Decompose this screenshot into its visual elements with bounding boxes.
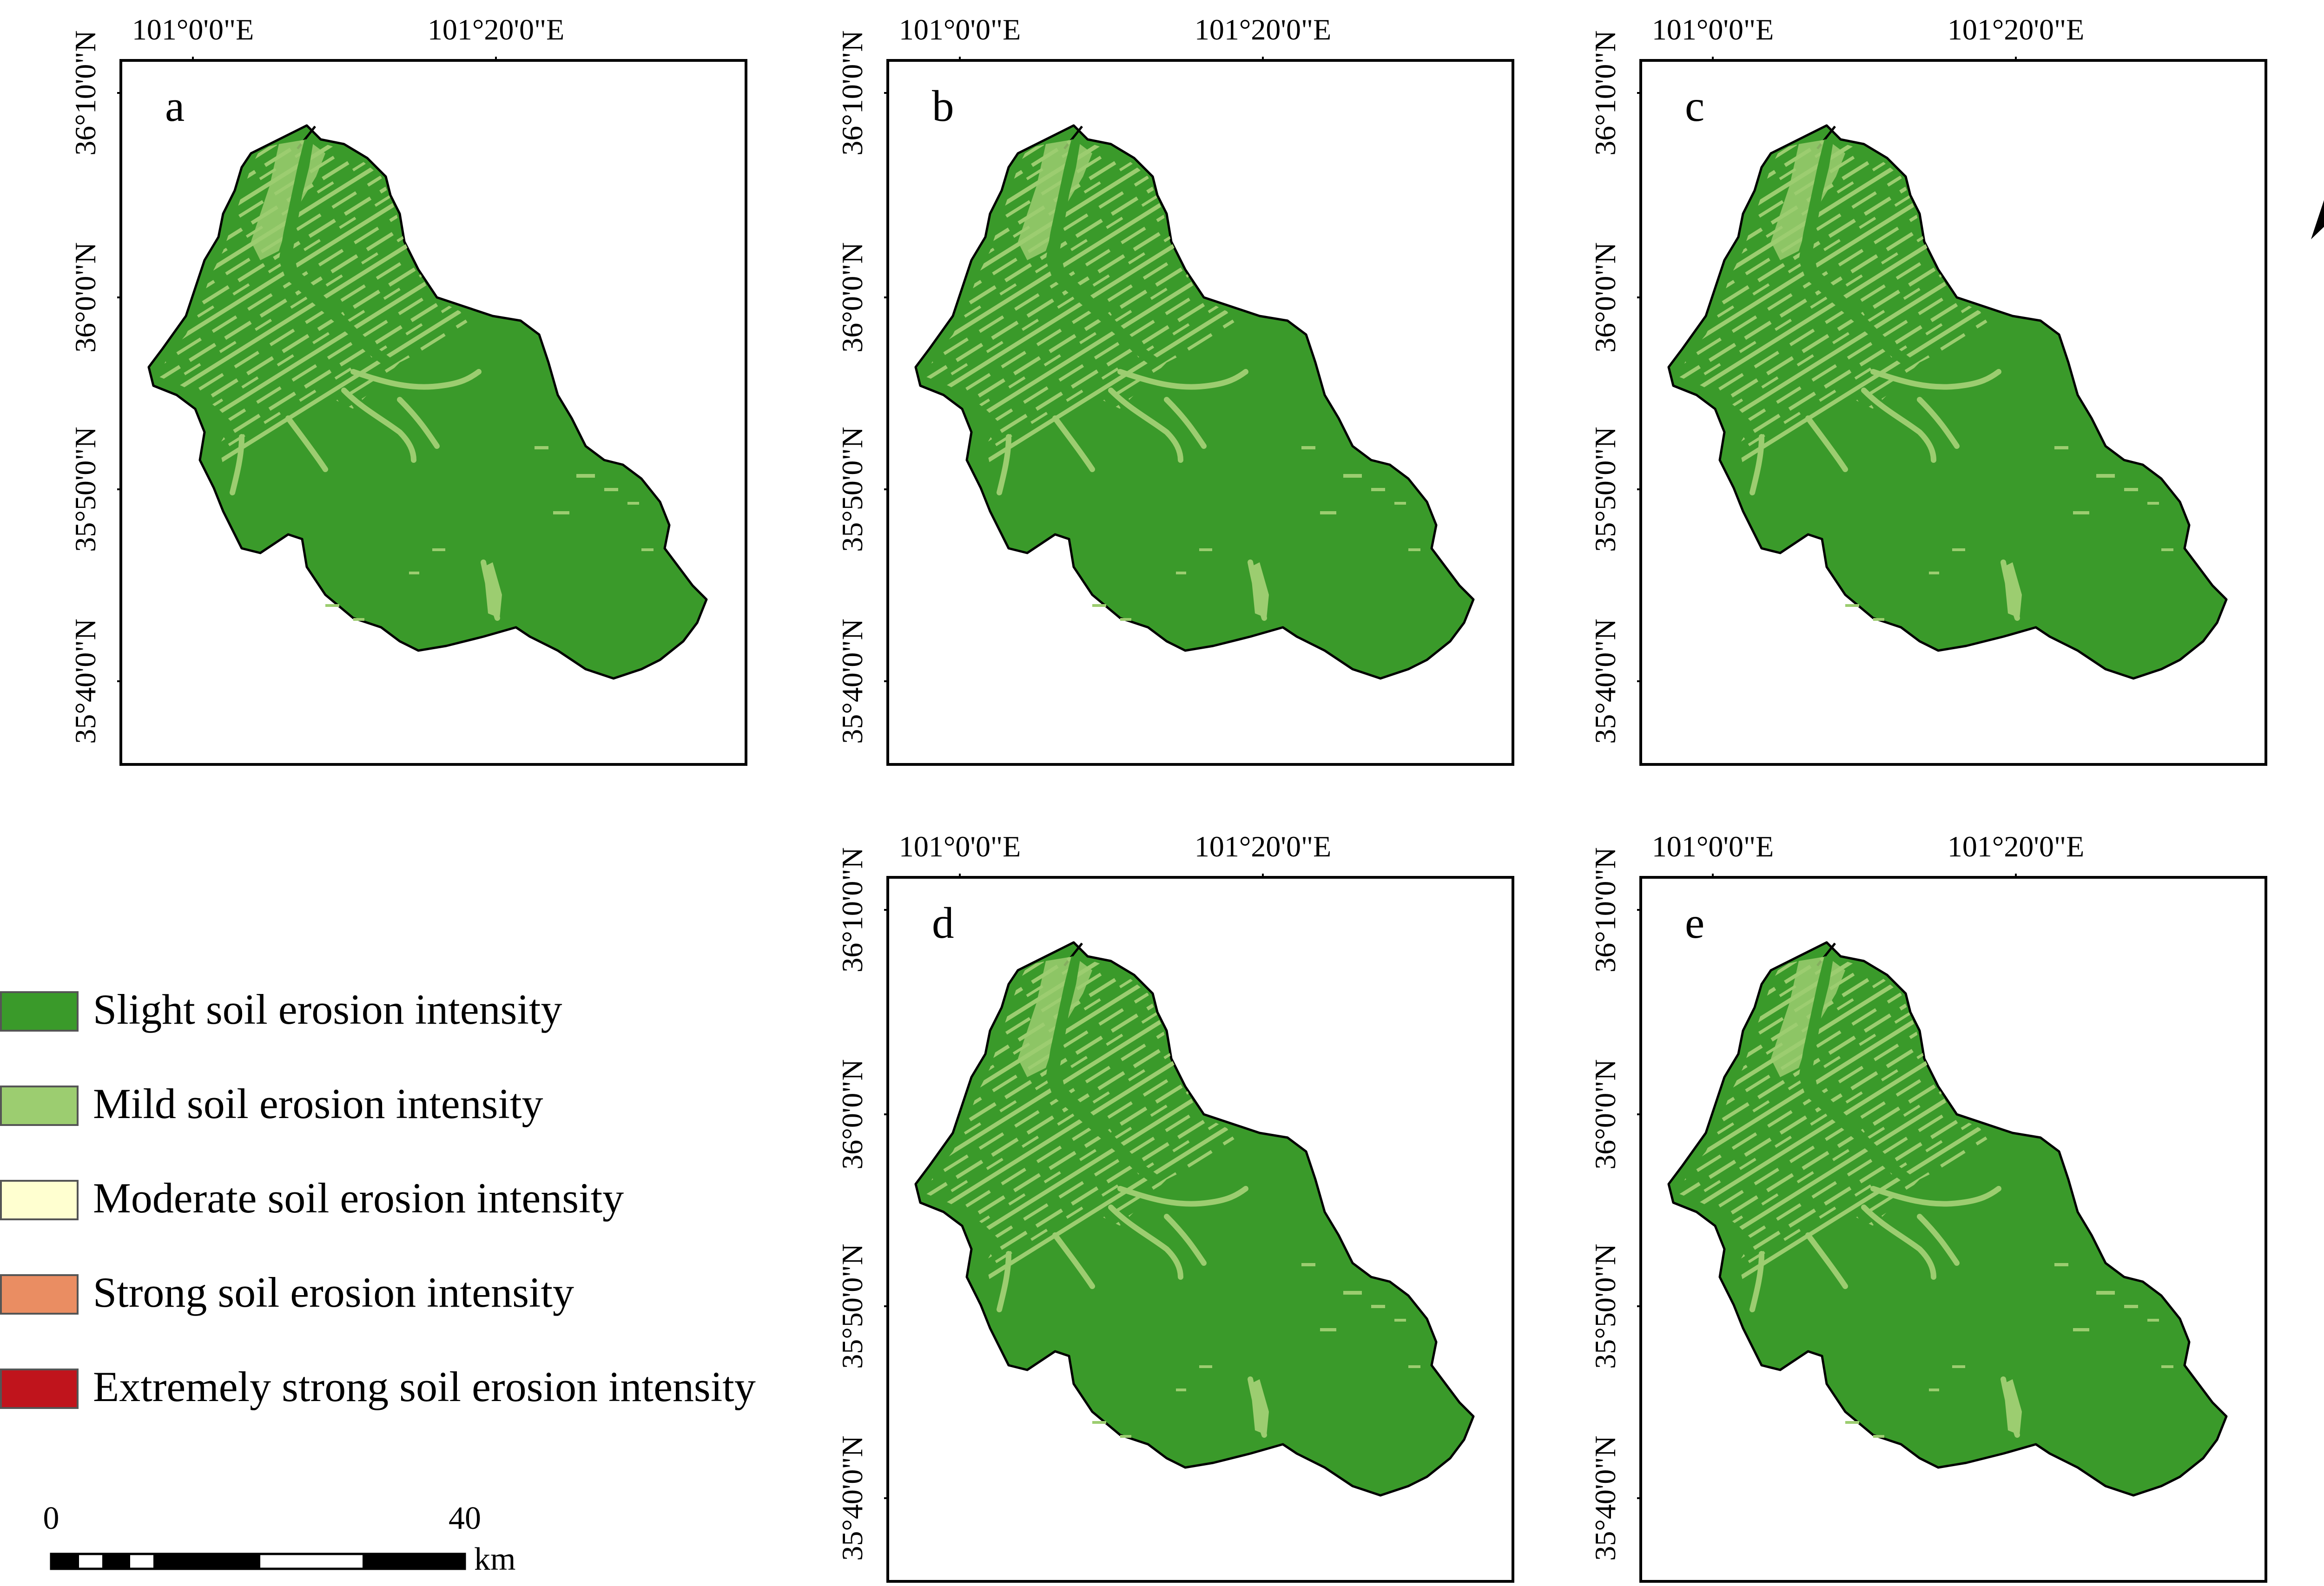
lat-label: 35°40'0"N bbox=[1589, 1435, 1622, 1560]
legend-label: Moderate soil erosion intensity bbox=[93, 1174, 624, 1222]
lon-label: 101°20'0"E bbox=[1948, 830, 2084, 863]
lon-label: 101°0'0"E bbox=[1652, 13, 1774, 46]
panel-label: b bbox=[932, 81, 954, 131]
lat-label: 36°0'0"N bbox=[1589, 242, 1622, 352]
lat-label: 35°40'0"N bbox=[69, 619, 102, 744]
lon-label: 101°0'0"E bbox=[899, 13, 1021, 46]
lon-label: 101°0'0"E bbox=[899, 830, 1021, 863]
scale-seg bbox=[363, 1554, 465, 1569]
scale-unit-label: km bbox=[474, 1541, 515, 1577]
panel-label: c bbox=[1685, 81, 1704, 131]
lon-label: 101°20'0"E bbox=[428, 13, 564, 46]
lon-label: 101°0'0"E bbox=[1652, 830, 1774, 863]
north-arrow-icon bbox=[2311, 200, 2324, 239]
legend: Slight soil erosion intensity Mild soil e… bbox=[0, 986, 756, 1410]
legend-label: Strong soil erosion intensity bbox=[93, 1269, 574, 1316]
lat-label: 35°50'0"N bbox=[1589, 1244, 1622, 1369]
lon-label: 101°20'0"E bbox=[1948, 13, 2084, 46]
lat-label: 35°40'0"N bbox=[836, 1435, 869, 1560]
scale-seg bbox=[51, 1554, 79, 1569]
legend-label: Slight soil erosion intensity bbox=[93, 986, 562, 1033]
map-panel-c: c 101°0'0"E 101°20'0"E 36°10'0"N 36°0'0"N 35°… bbox=[1589, 13, 2267, 766]
lon-label: 101°20'0"E bbox=[1195, 13, 1331, 46]
lat-label: 36°10'0"N bbox=[1589, 30, 1622, 155]
lat-label: 35°40'0"N bbox=[1589, 619, 1622, 744]
scale-seg bbox=[153, 1554, 260, 1569]
legend-swatch bbox=[0, 991, 79, 1032]
scale-end-label: 40 bbox=[449, 1500, 481, 1536]
legend-item-strong: Strong soil erosion intensity bbox=[0, 1269, 574, 1316]
lat-label: 35°50'0"N bbox=[836, 427, 869, 552]
scale-bar: 0 40 km bbox=[43, 1500, 516, 1577]
lon-label: 101°0'0"E bbox=[132, 13, 254, 46]
map-panel-d: d 101°0'0"E 101°20'0"E 36°10'0"N 36°0'0"N 35°… bbox=[836, 830, 1514, 1583]
legend-item-mild: Mild soil erosion intensity bbox=[0, 1080, 543, 1127]
legend-swatch bbox=[0, 1369, 79, 1409]
lat-label: 36°0'0"N bbox=[836, 1059, 869, 1169]
lat-label: 36°10'0"N bbox=[69, 30, 102, 155]
map-panel-a: a 101°0'0"E 101°20'0"E 36°10'0"N 36°0'0"N 35°… bbox=[69, 13, 747, 766]
lat-label: 36°10'0"N bbox=[836, 30, 869, 155]
legend-swatch bbox=[0, 1274, 79, 1315]
lat-label: 35°50'0"N bbox=[1589, 427, 1622, 552]
lat-label: 36°0'0"N bbox=[69, 242, 102, 352]
north-arrow: N bbox=[2311, 200, 2324, 239]
legend-item-moderate: Moderate soil erosion intensity bbox=[0, 1174, 624, 1222]
scale-seg bbox=[102, 1554, 130, 1569]
panel-label: d bbox=[932, 898, 954, 948]
legend-label: Mild soil erosion intensity bbox=[93, 1080, 543, 1127]
map-panel-b: b 101°0'0"E 101°20'0"E 36°10'0"N 36°0'0"N 35°… bbox=[836, 13, 1514, 766]
legend-label: Extremely strong soil erosion intensity bbox=[93, 1363, 756, 1410]
lat-label: 35°50'0"N bbox=[69, 427, 102, 552]
scale-start-label: 0 bbox=[43, 1500, 59, 1536]
legend-item-slight: Slight soil erosion intensity bbox=[0, 986, 562, 1033]
lat-label: 35°40'0"N bbox=[836, 619, 869, 744]
legend-swatch bbox=[0, 1086, 79, 1126]
lat-label: 36°0'0"N bbox=[1589, 1059, 1622, 1169]
map-panels: a 101°0'0"E 101°20'0"E 36°10'0"N 36°0'0"N 35°… bbox=[69, 13, 2267, 1583]
panel-label: e bbox=[1685, 898, 1704, 948]
panel-label: a bbox=[165, 81, 185, 131]
lat-label: 36°10'0"N bbox=[836, 847, 869, 972]
legend-swatch bbox=[0, 1180, 79, 1220]
lat-label: 35°50'0"N bbox=[836, 1244, 869, 1369]
map-panel-e: e 101°0'0"E 101°20'0"E 36°10'0"N 36°0'0"N 35°… bbox=[1589, 830, 2267, 1583]
lat-label: 36°10'0"N bbox=[1589, 847, 1622, 972]
lon-label: 101°20'0"E bbox=[1195, 830, 1331, 863]
lat-label: 36°0'0"N bbox=[836, 242, 869, 352]
legend-item-extreme: Extremely strong soil erosion intensity bbox=[0, 1363, 756, 1410]
